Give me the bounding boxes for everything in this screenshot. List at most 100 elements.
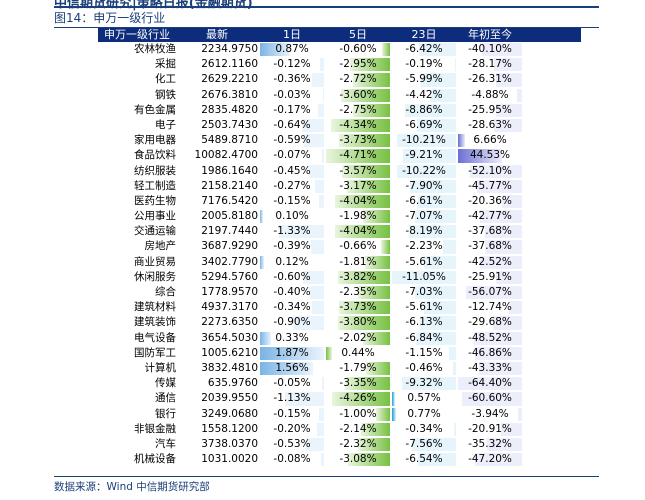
- d5-change-cell: -3.08%: [326, 452, 390, 467]
- d5-data-bar: [339, 134, 390, 148]
- table-row: 钢铁 2676.3810 -0.03% -3.60% -4.42% -4.88%: [98, 88, 581, 103]
- ytd-data-bar: [484, 240, 522, 254]
- d1-data-bar: [322, 88, 324, 102]
- d1-change-cell: -0.45%: [260, 164, 324, 179]
- table-row: 交通运输 2197.7440 -1.33% -4.04% -8.19% -37.68%: [98, 224, 581, 239]
- table-row: 非银金融 1558.1200 -0.20% -2.14% -0.34% -20.91%: [98, 422, 581, 437]
- close-value: 2676.3810: [201, 88, 258, 101]
- d5-change-cell: -2.95%: [326, 57, 390, 72]
- d23-change-cell: -8.86%: [392, 103, 456, 118]
- d1-data-bar: [260, 346, 324, 360]
- close-value: 2835.4820: [201, 103, 258, 116]
- industry-name: 传媒: [155, 377, 176, 390]
- ytd-data-bar: [475, 453, 522, 467]
- d5-data-bar: [338, 316, 390, 330]
- d5-data-bar: [376, 407, 390, 421]
- table-row: 有色金属 2835.4820 -0.17% -2.75% -8.86% -25.95%: [98, 103, 581, 118]
- d23-data-bar: [402, 149, 456, 163]
- d1-change-cell: -0.08%: [260, 452, 324, 467]
- ytd-change-cell: -29.68%: [458, 315, 522, 330]
- d5-change-cell: -3.35%: [326, 376, 390, 391]
- industry-name: 轻工制造: [134, 179, 176, 192]
- ytd-data-bar: [492, 316, 522, 330]
- d23-change-cell: -0.34%: [392, 422, 456, 437]
- close-value: 5489.8710: [201, 134, 258, 147]
- d23-data-bar: [418, 453, 456, 467]
- d23-change-cell: -6.42%: [392, 42, 456, 57]
- d5-data-bar: [358, 286, 390, 300]
- d23-change-cell: -9.21%: [392, 148, 456, 163]
- ytd-change-cell: -47.20%: [458, 452, 522, 467]
- d23-data-bar: [449, 346, 456, 360]
- ytd-data-bar: [461, 392, 522, 406]
- d5-data-bar: [358, 437, 390, 452]
- industry-name: 房地产: [144, 240, 177, 253]
- d1-data-bar: [260, 210, 264, 224]
- d5-change-cell: -4.26%: [326, 391, 390, 406]
- d23-change-cell: -2.23%: [392, 239, 456, 254]
- d23-data-bar: [453, 361, 456, 376]
- d5-change-cell: -1.98%: [326, 209, 390, 224]
- ytd-change-cell: -64.40%: [458, 376, 522, 391]
- d1-change-cell: -0.36%: [260, 72, 324, 87]
- d5-data-bar: [335, 225, 390, 239]
- d1-change-cell: -0.07%: [260, 148, 324, 163]
- d1-data-bar: [285, 392, 324, 406]
- d1-data-bar: [260, 255, 265, 269]
- industry-name: 采掘: [155, 58, 176, 71]
- ytd-data-bar: [495, 73, 522, 87]
- industry-name: 建筑装饰: [134, 316, 176, 329]
- d23-data-bar: [430, 88, 456, 102]
- d23-change-cell: -0.46%: [392, 361, 456, 376]
- industry-name: 有色金属: [134, 103, 176, 116]
- d1-data-bar: [260, 43, 290, 57]
- d5-data-bar: [352, 103, 390, 117]
- d23-data-bar: [392, 407, 397, 421]
- d1-data-bar: [321, 149, 324, 163]
- industry-name: 建筑材料: [134, 301, 176, 314]
- d23-data-bar: [415, 210, 456, 224]
- d5-change-cell: -2.14%: [326, 422, 390, 437]
- d1-change-cell: -0.05%: [260, 376, 324, 391]
- table-row: 电气设备 3654.5030 0.33% -2.02% -6.84% -48.52%: [98, 331, 581, 346]
- d23-change-cell: -6.84%: [392, 331, 456, 346]
- d5-change-cell: -2.75%: [326, 103, 390, 118]
- close-value: 3832.4810: [201, 361, 258, 374]
- d5-change-cell: -4.04%: [326, 224, 390, 239]
- ytd-data-bar: [496, 103, 522, 117]
- table-row: 机械设备 1031.0020 -0.08% -3.08% -6.54% -47.20%: [98, 452, 581, 467]
- industry-name: 钢铁: [155, 88, 176, 101]
- d1-change-cell: -0.03%: [260, 88, 324, 103]
- d5-data-bar: [365, 255, 390, 269]
- table-row: 房地产 3687.9290 -0.39% -0.66% -2.23% -37.68%: [98, 239, 581, 254]
- d23-change-cell: 0.57%: [392, 391, 456, 406]
- d5-data-bar: [344, 377, 390, 391]
- d23-data-bar: [420, 316, 456, 330]
- d23-data-bar: [410, 179, 456, 193]
- d23-change-cell: -6.54%: [392, 452, 456, 467]
- industry-name: 纺织服装: [134, 164, 176, 177]
- d1-data-bar: [318, 194, 324, 209]
- table-row: 综合 1778.9570 -0.40% -2.35% -7.03% -56.07%: [98, 285, 581, 300]
- ytd-change-cell: -3.94%: [458, 407, 522, 422]
- d5-change-cell: -3.82%: [326, 270, 390, 285]
- table-row: 传媒 635.9760 -0.05% -3.35% -9.32% -64.40%: [98, 376, 581, 391]
- ytd-data-bar: [479, 255, 522, 269]
- industry-name: 综合: [155, 286, 176, 298]
- caption-rule: [54, 27, 599, 28]
- d1-change-cell: -1.33%: [260, 224, 324, 239]
- close-value: 2503.7430: [201, 118, 258, 131]
- d1-change-cell: -0.20%: [260, 422, 324, 437]
- d23-data-bar: [408, 225, 456, 239]
- industry-table: 申万一级行业 最新 1日 5日 23日 年初至今 农林牧渔 2234.9750 0.…: [98, 28, 581, 467]
- d23-change-cell: -9.32%: [392, 376, 456, 391]
- d5-change-cell: -1.79%: [326, 361, 390, 376]
- d23-change-cell: -6.61%: [392, 194, 456, 209]
- industry-name: 电气设备: [134, 331, 176, 344]
- d23-change-cell: -4.42%: [392, 88, 456, 103]
- d23-change-cell: -7.56%: [392, 437, 456, 452]
- table-row: 建筑装饰 2273.6350 -0.90% -3.80% -6.13% -29.68%: [98, 315, 581, 330]
- d1-change-cell: -0.40%: [260, 285, 324, 300]
- close-value: 2629.2210: [201, 73, 258, 86]
- d1-data-bar: [312, 301, 324, 315]
